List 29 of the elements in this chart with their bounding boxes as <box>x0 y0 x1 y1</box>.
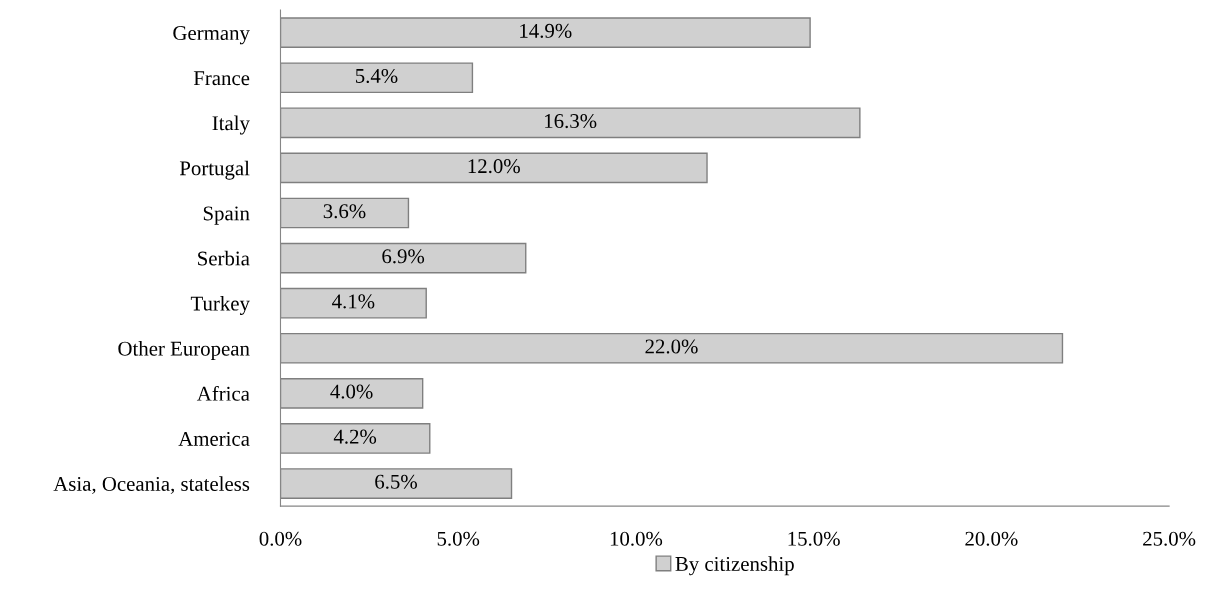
data-label: 5.4% <box>355 68 398 84</box>
y-tick-label: Italy <box>212 115 250 135</box>
y-tick-label: Asia, Oceania, stateless <box>53 476 250 494</box>
x-tick-label: 0.0% <box>259 531 302 546</box>
x-tick-label: 25.0% <box>1143 531 1196 546</box>
data-label: 22.0% <box>645 339 698 354</box>
data-label: 4.2% <box>333 429 377 444</box>
x-tick-label: 5.0% <box>437 531 480 546</box>
y-tick-label: Africa <box>196 385 250 401</box>
data-label: 3.6% <box>323 204 366 219</box>
x-tick-label: 15.0% <box>788 531 840 546</box>
legend-label: By citizenship <box>675 556 794 576</box>
y-tick-label: France <box>193 71 250 86</box>
data-label: 12.0% <box>468 159 520 174</box>
x-tick-label: 10.0% <box>610 531 663 546</box>
y-tick-label: Spain <box>203 206 250 225</box>
y-tick-label: Other European <box>118 341 250 360</box>
data-label: 14.9% <box>520 23 572 38</box>
y-tick-label: Turkey <box>190 295 250 315</box>
data-label: 6.9% <box>382 249 425 264</box>
data-label: 6.5% <box>375 474 417 489</box>
y-tick-label: Serbia <box>198 250 250 266</box>
y-tick-label: America <box>178 431 250 446</box>
y-tick-label: Portugal <box>179 160 250 180</box>
x-tick-label: 20.0% <box>965 531 1018 546</box>
y-tick-label: Germany <box>173 26 250 45</box>
data-label: 4.0% <box>330 384 373 399</box>
data-label: 4.1% <box>332 294 375 309</box>
data-label: 16.3% <box>545 113 597 129</box>
